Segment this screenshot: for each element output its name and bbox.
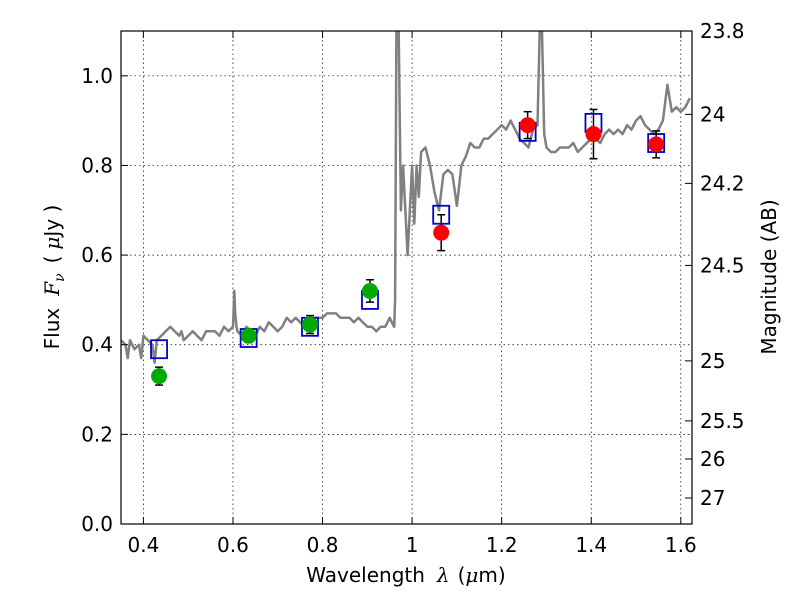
y-tick-label: 1.0 xyxy=(81,64,113,88)
y2-axis-label: Magnitude (AB) xyxy=(757,199,781,354)
observed-point-green xyxy=(301,316,318,333)
x-tick-label: 0.8 xyxy=(307,533,339,557)
plot-area xyxy=(121,31,691,386)
y2-tick-label: 24.5 xyxy=(700,253,745,277)
y2-tick-label: 25.5 xyxy=(700,409,745,433)
model-square xyxy=(150,339,168,360)
spectrum-line xyxy=(121,31,691,364)
y-tick-label: 0.8 xyxy=(81,153,113,177)
y-tick-label: 0.2 xyxy=(81,422,113,446)
x-tick-label: 1.2 xyxy=(486,533,518,557)
x-axis-label: Wavelength λ (μm) xyxy=(306,563,505,587)
observed-point-green xyxy=(362,282,379,299)
y2-tick-label: 26 xyxy=(700,447,725,471)
y2-tick-label: 24.2 xyxy=(700,171,745,195)
y2-tick-label: 27 xyxy=(700,486,725,510)
axis-ticks: 0.4 0.6 0.8 1 1.2 1.4 1.6 0.0 0.2 0.4 0.6 0.8 1.0 23.… xyxy=(81,19,744,557)
y-axis-label: FluxFν(μJy ) xyxy=(40,205,68,350)
grid-lines xyxy=(121,31,692,525)
observed-point-red xyxy=(519,117,536,134)
plot-frame xyxy=(120,30,693,525)
x-tick-label: 1.6 xyxy=(665,533,697,557)
observed-point-red xyxy=(433,224,450,241)
observed-point-green xyxy=(151,368,168,385)
observed-point-red xyxy=(648,136,665,153)
y-tick-label: 0.4 xyxy=(81,333,113,357)
observed-point-green xyxy=(240,327,257,344)
y2-tick-label: 25 xyxy=(700,349,725,373)
y-tick-label: 0.0 xyxy=(81,512,113,536)
y-tick-label: 0.6 xyxy=(81,243,113,267)
x-tick-label: 0.6 xyxy=(217,533,249,557)
x-tick-label: 1 xyxy=(406,533,419,557)
observed-point-red xyxy=(585,126,602,143)
y2-tick-label: 24 xyxy=(700,102,725,126)
x-tick-label: 1.4 xyxy=(575,533,607,557)
x-tick-label: 0.4 xyxy=(127,533,159,557)
y2-tick-label: 23.8 xyxy=(700,19,745,43)
